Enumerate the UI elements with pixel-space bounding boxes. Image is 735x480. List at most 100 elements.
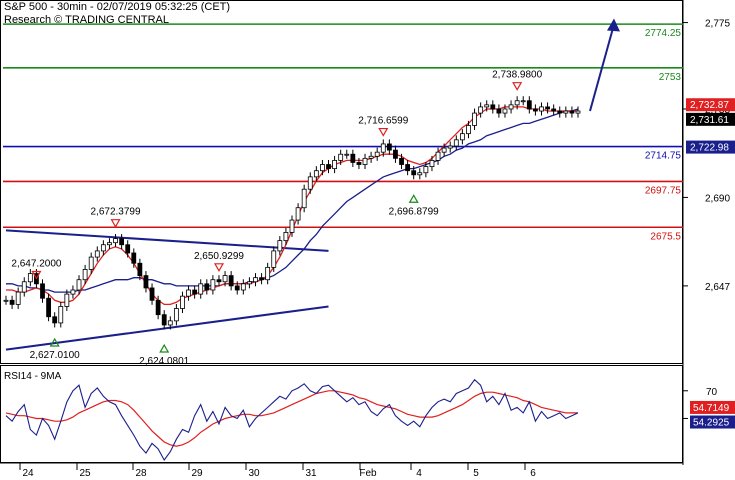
bar-body: [386, 143, 392, 151]
swing-low-marker: [159, 343, 170, 353]
bar-body: [307, 176, 313, 190]
bar-body: [429, 159, 435, 167]
bar-body: [265, 266, 271, 281]
bar-body: [563, 110, 569, 114]
bar-body: [496, 108, 502, 114]
rsi-ma-line: [5, 390, 578, 447]
bar-body: [472, 112, 477, 126]
bar-body: [368, 155, 374, 159]
bar-body: [399, 157, 404, 165]
price-badges: 2,732.87 2,731.61 2,722.98: [686, 98, 735, 154]
x-tick-label: 28: [135, 468, 147, 479]
bar-body: [441, 147, 447, 153]
bar-body: [435, 151, 441, 161]
bar-body: [46, 297, 51, 318]
swing-high-marker: [110, 219, 121, 228]
bar-body: [326, 164, 331, 170]
bar-body: [161, 314, 167, 326]
bar-body: [350, 153, 356, 163]
bar-body: [301, 188, 307, 209]
bar-body: [64, 293, 70, 307]
bar-body: [76, 279, 82, 291]
bar-body: [447, 145, 453, 149]
bar-body: [539, 106, 544, 112]
bar-body: [405, 164, 411, 172]
moving-averages: [6, 106, 579, 306]
y-tick-label: 2,647: [705, 282, 730, 293]
price-badge-label: 2,731.61: [690, 115, 729, 126]
projection-arrow-shaft: [589, 24, 615, 112]
trendline: [5, 305, 329, 351]
bar-body: [70, 289, 76, 295]
level-label: 2675.5: [650, 231, 681, 242]
bar-body: [149, 287, 155, 301]
bar-body: [313, 170, 319, 178]
bar-body: [198, 283, 204, 295]
bar-body: [167, 320, 173, 326]
bar-body: [575, 110, 581, 114]
time-axis: 24 25 28 29 30 31 Feb 4 5 6: [19, 463, 536, 479]
level-label: 2697.75: [645, 185, 682, 196]
price-badge: [686, 140, 735, 154]
x-tick-label: 5: [473, 468, 479, 479]
bar-body: [417, 172, 423, 176]
bar-body: [234, 285, 240, 291]
bar-body: [459, 133, 465, 141]
ma-slow-line: [6, 108, 579, 293]
price-badge: [686, 98, 735, 112]
bar-body: [186, 289, 191, 297]
rsi-panel-frame: [0, 365, 683, 463]
bar-body: [423, 166, 429, 174]
x-tick-label: 29: [191, 468, 203, 479]
bar-body: [131, 252, 137, 264]
bar-body: [320, 164, 325, 172]
swing-low-marker: [49, 337, 60, 347]
bar-body: [3, 299, 9, 302]
swing-low-label: 2,696.8799: [389, 206, 439, 217]
bar-body: [180, 295, 185, 309]
bar-body: [393, 149, 398, 159]
bar-body: [58, 306, 64, 324]
bar-body: [137, 262, 143, 276]
bar-body: [374, 151, 380, 157]
bar-body: [113, 238, 118, 244]
bar-body: [210, 279, 216, 291]
bar-body: [557, 110, 563, 114]
rsi-badge-label: 54.7149: [693, 403, 730, 414]
bar-body: [155, 299, 161, 316]
swing-high-marker: [213, 263, 225, 273]
x-tick-label: Feb: [359, 468, 377, 479]
swing-high-marker: [31, 270, 42, 280]
projection-arrow: [589, 18, 620, 112]
bar-body: [484, 104, 490, 108]
y-tick-label: 2,690: [705, 193, 730, 204]
bar-body: [338, 153, 344, 161]
bar-body: [125, 244, 131, 254]
projection-arrow-head: [607, 18, 620, 32]
price-badge-label: 2,732.87: [690, 100, 729, 111]
rsi-badge: [690, 415, 735, 429]
bar-body: [277, 240, 283, 252]
bar-body: [247, 281, 252, 285]
swing-high-label: 2,672.3799: [91, 207, 141, 218]
bar-body: [143, 275, 149, 289]
bar-body: [52, 316, 58, 324]
bar-body: [344, 153, 350, 156]
chart-source: Research © TRADING CENTRAL: [4, 14, 169, 26]
bar-body: [466, 125, 471, 135]
swing-low-label: 2,624.0801: [139, 356, 189, 367]
bar-body: [192, 289, 198, 295]
bar-body: [295, 207, 301, 221]
bar-body: [228, 275, 234, 287]
bar-body: [411, 170, 417, 176]
swing-high-label: 2,650.9299: [194, 251, 244, 262]
key-levels: 2774.25 2753 2714.75 2697.75 2675.5: [3, 23, 683, 242]
price-badge: [686, 112, 735, 126]
bar-body: [533, 108, 538, 112]
swing-high-marker: [512, 82, 523, 91]
rsi-badge-label: 54.2925: [693, 418, 730, 429]
price-bars: [3, 96, 581, 330]
bar-body: [332, 159, 337, 170]
x-tick-label: 6: [530, 468, 536, 479]
